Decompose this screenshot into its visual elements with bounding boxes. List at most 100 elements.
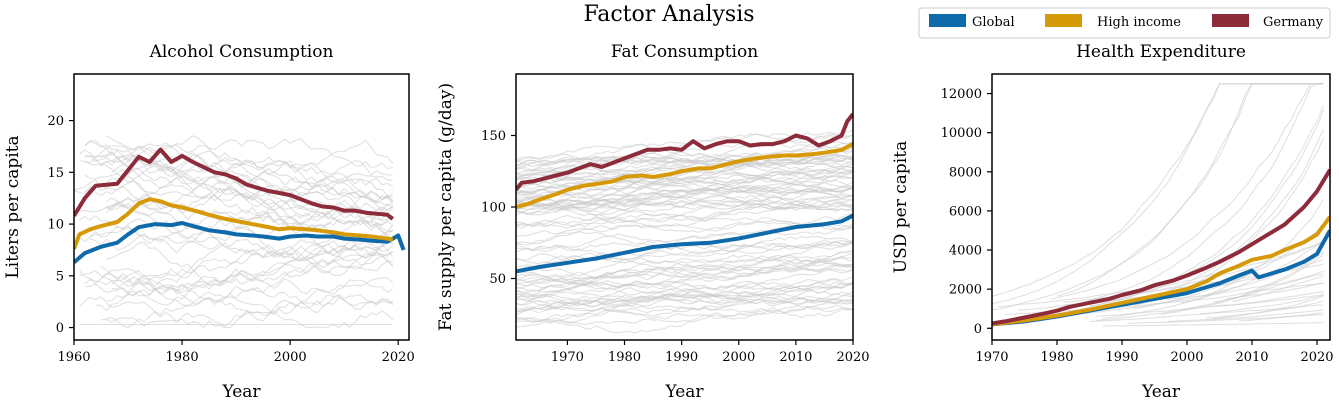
panel-2-background-line-29: [1180, 240, 1324, 304]
panel-0-series-high-income: [74, 197, 394, 250]
panel-0-background-line-17: [84, 140, 393, 198]
panel-2-y-tick-label-0: 0: [974, 322, 982, 337]
panel-1-background-line-43: [516, 305, 853, 328]
panel-2-y-tick-label-6000: 6000: [949, 204, 982, 219]
panel-1-y-tick-label-100: 100: [481, 201, 506, 216]
panel-2-x-tick-label-1970: 1970: [975, 350, 1008, 365]
panel-0-x-tick-label-1980: 1980: [166, 350, 199, 365]
legend-label-high-income: High income: [1097, 15, 1181, 30]
panel-2-y-axis-label: USD per capita: [891, 141, 911, 273]
panel-1-background-line-68: [516, 218, 853, 233]
panel-2-background-line-28: [1167, 273, 1324, 301]
panel-2-background-lines: [992, 83, 1325, 327]
panel-1-background-line-37: [516, 147, 853, 170]
panel-2-plot-frame: [991, 73, 1331, 341]
panel-1-x-tick-label-1970: 1970: [551, 350, 584, 365]
panel-0-background-line-32: [100, 295, 393, 328]
panel-1-background-line-35: [516, 282, 853, 314]
panel-0-background-line-5: [90, 211, 393, 254]
panel-1-background-line-89: [516, 293, 853, 316]
panel-0-background-line-0: [84, 175, 394, 205]
panel-1-y-tick-label-150: 150: [481, 129, 506, 144]
legend-swatch-global: [929, 14, 966, 27]
panel-1-series-germany: [516, 112, 853, 192]
panel-0-background-line-25: [95, 180, 393, 239]
panel-1-background-line-44: [516, 240, 853, 261]
panel-1-x-tick-label-1980: 1980: [608, 350, 641, 365]
panel-1-background-line-47: [516, 269, 853, 298]
panel-2-background-line-24: [1050, 83, 1324, 300]
panel-2-background-line-27: [1095, 291, 1324, 317]
panel-1-background-line-84: [516, 167, 853, 197]
panel-0-plot-frame: [73, 73, 410, 341]
panel-1-background-line-3: [516, 282, 853, 323]
panel-1-background-line-79: [516, 154, 853, 172]
panel-2-x-tick-label-1990: 1990: [1105, 350, 1138, 365]
panel-1-background-line-86: [516, 133, 853, 161]
panel-1-background-line-55: [516, 164, 853, 212]
figure-title: Factor Analysis: [583, 2, 754, 27]
panel-1-background-line-23: [516, 264, 853, 283]
panel-2-background-line-34: [1212, 270, 1324, 303]
panel-1-background-line-69: [516, 271, 853, 303]
panel-0-background-line-9: [106, 187, 394, 220]
panel-0-y-tick-label-10: 10: [47, 218, 64, 233]
panel-1-background-line-41: [516, 140, 853, 185]
panel-1-background-line-40: [516, 293, 853, 305]
panel-1-x-tick-label-2000: 2000: [722, 350, 755, 365]
panel-2-background-line-17: [1102, 322, 1324, 327]
panel-0-series-global: [74, 221, 406, 264]
panel-2-background-line-31: [1206, 300, 1324, 319]
panel-0-x-tick-label-2000: 2000: [274, 350, 307, 365]
panel-0-series-germany: [74, 147, 395, 221]
panel-1-background-line-85: [516, 282, 853, 307]
panel-2-background-line-7: [1167, 309, 1324, 323]
panel-2-y-tick-label-10000: 10000: [941, 126, 982, 141]
panel-1-highlight-series: [516, 112, 853, 274]
panel-2-series-high-income: [992, 215, 1330, 327]
panel-1-x-axis-label: Year: [664, 382, 704, 402]
panel-2-background-line-9: [1082, 83, 1324, 304]
panel-0-y-tick-label-0: 0: [56, 321, 64, 336]
panel-1-x-tick-label-2020: 2020: [836, 350, 869, 365]
panel-1-background-line-73: [516, 292, 853, 307]
panel-0-background-line-10: [79, 137, 393, 170]
panel-0-y-axis-label: Liters per capita: [3, 135, 23, 278]
panel-1-series-global: [516, 213, 853, 274]
panel-1-background-line-25: [516, 307, 853, 334]
panel-0-background-line-30: [100, 251, 393, 303]
panel-2-background-line-21: [1095, 254, 1324, 321]
panel-0-background-line-39: [90, 210, 394, 251]
panel-1-background-line-21: [516, 145, 853, 178]
panel-2-highlight-series: [992, 168, 1330, 327]
panel-0-background-lines: [74, 135, 394, 329]
panel-health-expenditure: 1970 1980 1990 2000 2010 2020 0 2000 4000 6000 800…: [891, 42, 1334, 402]
legend-label-global: Global: [972, 15, 1015, 30]
panel-0-background-line-33: [111, 245, 394, 291]
panel-1-background-line-88: [516, 157, 853, 194]
panel-0-background-line-20: [84, 250, 394, 294]
panel-1-background-line-87: [516, 212, 853, 246]
panel-1-title: Fat Consumption: [611, 42, 758, 62]
panel-0-background-line-35: [106, 184, 394, 234]
panel-2-background-line-10: [1089, 105, 1325, 307]
panel-0-background-line-8: [95, 288, 394, 322]
panel-1-x-tick-label-1990: 1990: [665, 350, 698, 365]
panel-0-highlight-series: [74, 147, 406, 264]
panel-0-background-line-14: [84, 140, 394, 207]
panel-1-background-line-77: [516, 260, 853, 294]
panel-1-background-line-67: [516, 281, 853, 312]
panel-2-y-tick-label-2000: 2000: [949, 283, 982, 298]
panel-1-background-line-64: [516, 163, 853, 180]
panel-2-background-line-12: [1232, 275, 1324, 302]
panel-0-background-line-11: [106, 135, 394, 174]
panel-2-background-line-23: [992, 83, 1324, 311]
panel-0-background-line-24: [100, 163, 393, 199]
legend-swatch-high-income: [1045, 14, 1082, 27]
panel-0-background-line-21: [106, 310, 394, 329]
panel-1-background-line-81: [516, 225, 853, 252]
panel-2-background-line-0: [992, 83, 1324, 297]
panel-0-background-line-36: [106, 182, 393, 225]
panel-1-background-line-56: [516, 263, 853, 297]
